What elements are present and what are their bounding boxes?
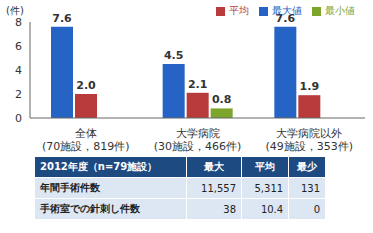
svg-text:8: 8 bbox=[15, 16, 22, 29]
svg-text:4.5: 4.5 bbox=[164, 49, 184, 62]
svg-text:6: 6 bbox=[15, 40, 22, 53]
svg-text:全体(70施設，819件): 全体(70施設，819件) bbox=[42, 127, 130, 152]
svg-text:7.6: 7.6 bbox=[52, 12, 72, 25]
svg-text:2.1: 2.1 bbox=[188, 78, 208, 91]
svg-text:1.9: 1.9 bbox=[300, 80, 320, 93]
svg-text:4: 4 bbox=[15, 64, 22, 77]
svg-text:0: 0 bbox=[15, 112, 22, 125]
svg-text:0.8: 0.8 bbox=[212, 93, 232, 106]
svg-text:2.0: 2.0 bbox=[76, 79, 96, 92]
svg-text:7.6: 7.6 bbox=[276, 12, 296, 25]
svg-text:大学病院以外(49施設，353件): 大学病院以外(49施設，353件) bbox=[265, 127, 353, 152]
svg-text:大学病院(30施設，466件): 大学病院(30施設，466件) bbox=[154, 127, 242, 152]
svg-text:2: 2 bbox=[15, 88, 22, 101]
